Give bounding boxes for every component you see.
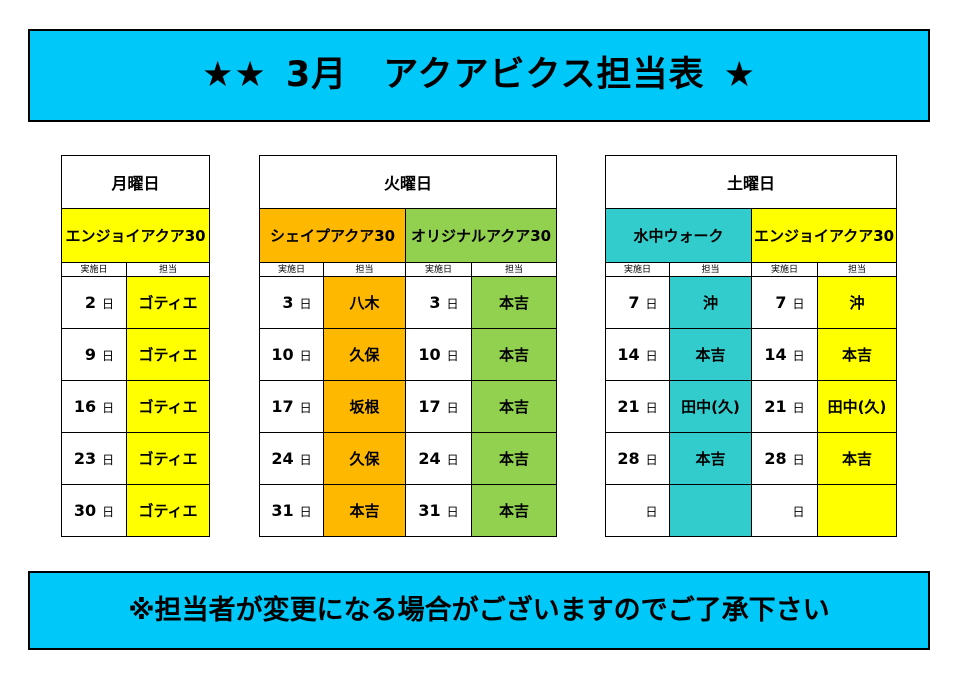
person-cell: 本吉 bbox=[816, 328, 898, 381]
person-cell: 本吉 bbox=[470, 484, 558, 537]
person-cell: ゴティエ bbox=[125, 432, 211, 485]
date-cell: 16 日 bbox=[61, 380, 127, 433]
person-cell: 田中(久) bbox=[816, 380, 898, 433]
person-cell: 本吉 bbox=[323, 484, 406, 537]
person-cell: ゴティエ bbox=[125, 276, 211, 329]
star-right: ★ bbox=[723, 55, 757, 95]
person-cell: 沖 bbox=[669, 276, 752, 329]
class-header: エンジョイアクア30 bbox=[60, 208, 211, 263]
class-header: シェイプアクア30 bbox=[259, 208, 406, 263]
person-cell: 坂根 bbox=[323, 380, 406, 433]
person-cell: 久保 bbox=[323, 432, 406, 485]
class-header: エンジョイアクア30 bbox=[750, 208, 898, 263]
date-cell: 21 日 bbox=[751, 380, 818, 433]
date-cell: 31 日 bbox=[405, 484, 472, 537]
date-cell: 23 日 bbox=[61, 432, 127, 485]
person-cell: 本吉 bbox=[470, 276, 558, 329]
date-cell: 日 bbox=[605, 484, 670, 537]
day-header: 土曜日 bbox=[604, 155, 898, 209]
date-cell: 14 日 bbox=[751, 328, 818, 381]
date-cell: 10 日 bbox=[405, 328, 472, 381]
page-title: 3月 アクアビクス担当表 bbox=[285, 55, 705, 95]
subheader-date: 実施日 bbox=[605, 262, 670, 277]
date-cell: 21 日 bbox=[605, 380, 670, 433]
date-cell: 30 日 bbox=[61, 484, 127, 537]
date-cell: 17 日 bbox=[405, 380, 472, 433]
date-cell: 10 日 bbox=[259, 328, 324, 381]
person-cell: 本吉 bbox=[669, 432, 752, 485]
subheader-date: 実施日 bbox=[61, 262, 127, 277]
person-cell: 久保 bbox=[323, 328, 406, 381]
date-cell: 24 日 bbox=[405, 432, 472, 485]
person-cell: ゴティエ bbox=[125, 484, 211, 537]
subheader-date: 実施日 bbox=[259, 262, 324, 277]
person-cell: 本吉 bbox=[816, 432, 898, 485]
date-cell: 17 日 bbox=[259, 380, 324, 433]
subheader-person: 担当 bbox=[125, 262, 211, 277]
person-cell: 本吉 bbox=[470, 432, 558, 485]
schedule-tuesday: 火曜日 シェイプアクア30 オリジナルアクア30 実施日 担当 実施日 担当 3… bbox=[258, 155, 558, 537]
subheader-person: 担当 bbox=[470, 262, 558, 277]
person-cell: 八木 bbox=[323, 276, 406, 329]
day-header: 火曜日 bbox=[258, 155, 558, 209]
date-cell: 28 日 bbox=[605, 432, 670, 485]
person-cell: 本吉 bbox=[470, 328, 558, 381]
subheader-person: 担当 bbox=[669, 262, 752, 277]
class-header: オリジナルアクア30 bbox=[404, 208, 558, 263]
person-cell: 本吉 bbox=[669, 328, 752, 381]
person-cell: 田中(久) bbox=[669, 380, 752, 433]
date-cell: 日 bbox=[751, 484, 818, 537]
person-cell: ゴティエ bbox=[125, 328, 211, 381]
subheader-date: 実施日 bbox=[751, 262, 818, 277]
person-cell: 沖 bbox=[816, 276, 898, 329]
date-cell: 28 日 bbox=[751, 432, 818, 485]
title-banner: ★★ 3月 アクアビクス担当表 ★ bbox=[28, 29, 930, 122]
person-cell: 本吉 bbox=[470, 380, 558, 433]
person-cell: ゴティエ bbox=[125, 380, 211, 433]
date-cell: 24 日 bbox=[259, 432, 324, 485]
date-cell: 14 日 bbox=[605, 328, 670, 381]
subheader-date: 実施日 bbox=[405, 262, 472, 277]
notice-text: ※担当者が変更になる場合がございますのでご了承下さい bbox=[128, 595, 830, 626]
star-left: ★★ bbox=[201, 55, 267, 95]
subheader-person: 担当 bbox=[323, 262, 406, 277]
date-cell: 31 日 bbox=[259, 484, 324, 537]
person-cell bbox=[669, 484, 752, 537]
person-cell bbox=[816, 484, 898, 537]
notice-banner: ※担当者が変更になる場合がございますのでご了承下さい bbox=[28, 571, 930, 650]
class-header: 水中ウォーク bbox=[605, 208, 752, 263]
day-header: 月曜日 bbox=[60, 155, 211, 209]
schedule-monday: 月曜日 エンジョイアクア30 実施日 担当 2 日ゴティエ 9 日ゴティエ 16 日ゴ… bbox=[60, 155, 211, 537]
subheader-person: 担当 bbox=[816, 262, 898, 277]
